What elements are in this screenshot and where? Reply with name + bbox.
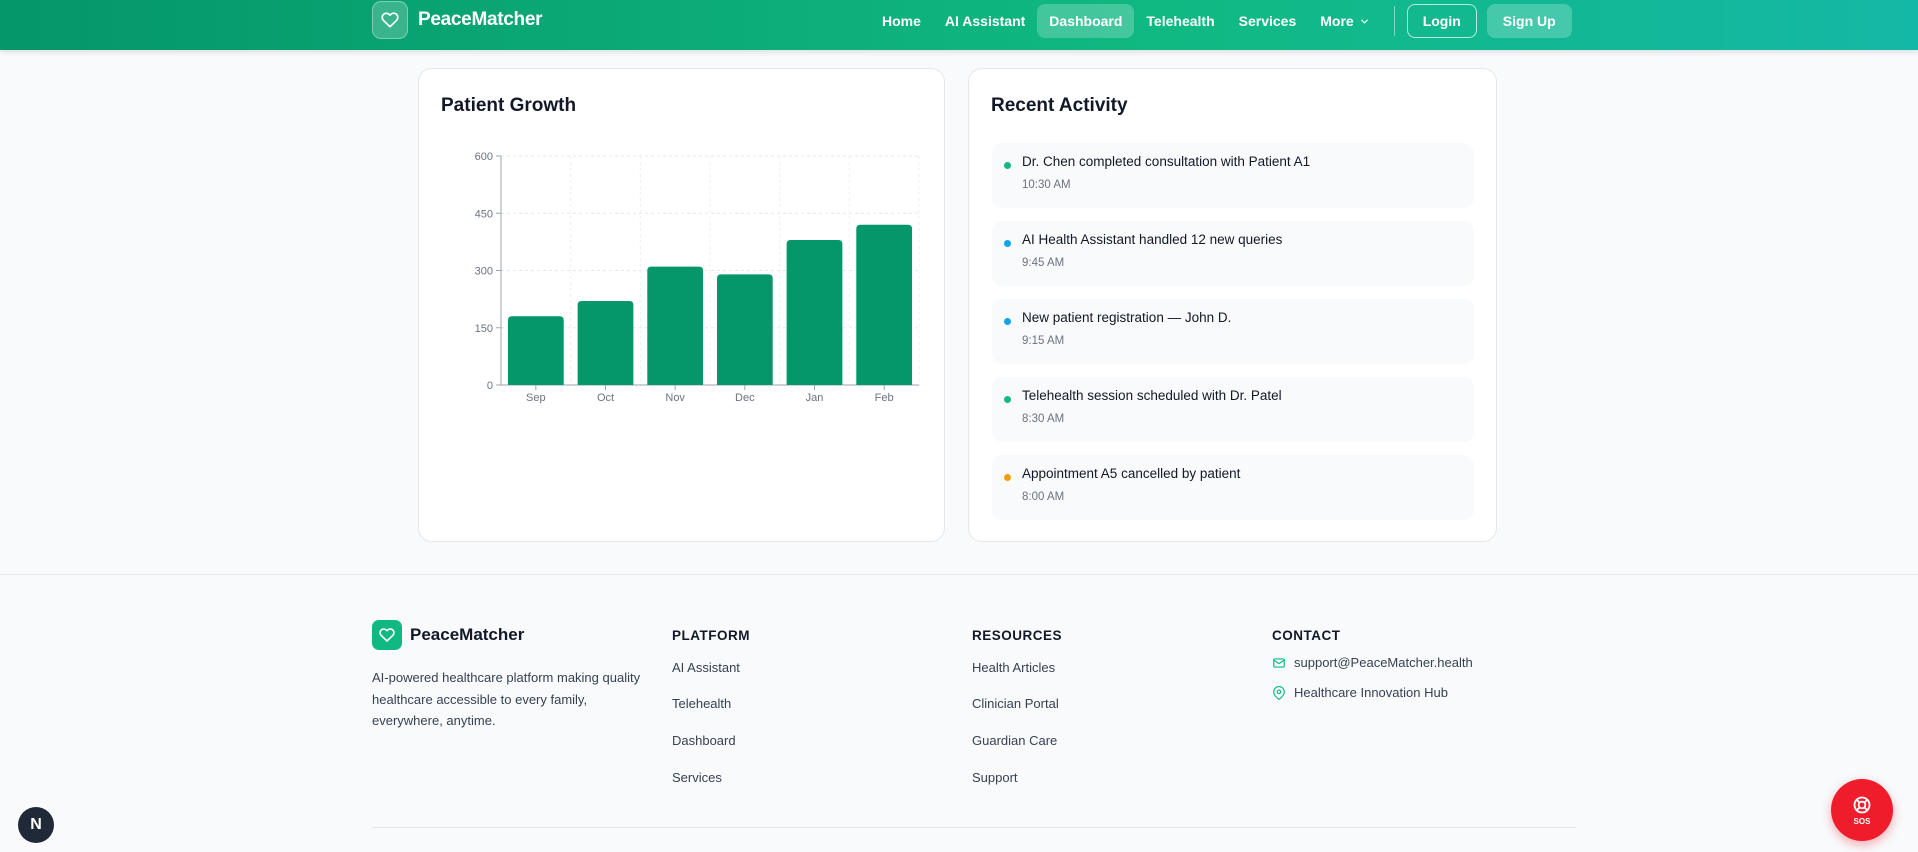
nav-dashboard[interactable]: Dashboard xyxy=(1037,4,1135,38)
footer-contact-column: CONTACT support@PeaceMatcher.health Heal… xyxy=(1272,620,1473,700)
nav-links: Home AI Assistant Dashboard Telehealth S… xyxy=(870,4,1572,38)
heart-icon xyxy=(372,620,402,650)
patient-growth-title: Patient Growth xyxy=(441,95,577,116)
bar-sep xyxy=(507,316,564,385)
footer-divider xyxy=(372,827,1576,828)
activity-time: 9:15 AM xyxy=(1022,335,1065,347)
site-footer: PeaceMatcher AI-powered healthcare platf… xyxy=(0,574,1918,852)
footer-platform-heading: PLATFORM xyxy=(672,628,750,643)
activity-time: 9:45 AM xyxy=(1022,257,1065,269)
x-tick-label: Sep xyxy=(526,392,546,404)
activity-text: Dr. Chen completed consultation with Pat… xyxy=(1022,154,1311,169)
footer-resources-column: RESOURCES Health Articles Clinician Port… xyxy=(972,620,1063,785)
heart-icon xyxy=(372,1,408,39)
footer-link-services[interactable]: Services xyxy=(672,770,722,785)
activity-item[interactable]: Dr. Chen completed consultation with Pat… xyxy=(992,143,1474,208)
brand-home-link[interactable]: PeaceMatcher xyxy=(372,1,543,39)
footer-link-support[interactable]: Support xyxy=(972,770,1018,785)
activity-list: Dr. Chen completed consultation with Pat… xyxy=(992,143,1474,533)
footer-link-health-articles[interactable]: Health Articles xyxy=(972,660,1056,675)
activity-time: 10:30 AM xyxy=(1022,179,1071,191)
activity-item[interactable]: AI Health Assistant handled 12 new queri… xyxy=(992,221,1474,286)
lifebuoy-icon xyxy=(1853,796,1871,813)
login-button[interactable]: Login xyxy=(1406,4,1477,38)
footer-link-guardian-care[interactable]: Guardian Care xyxy=(972,733,1058,748)
nav-divider xyxy=(1393,6,1395,36)
recent-activity-title: Recent Activity xyxy=(991,95,1128,116)
dev-tools-badge[interactable]: N xyxy=(18,807,54,843)
x-tick-label: Feb xyxy=(875,392,894,404)
activity-text: Telehealth session scheduled with Dr. Pa… xyxy=(1022,388,1282,403)
sos-button[interactable]: SOS xyxy=(1831,779,1893,841)
map-pin-icon xyxy=(1273,685,1285,700)
mail-icon xyxy=(1273,657,1285,668)
signup-button[interactable]: Sign Up xyxy=(1486,4,1572,38)
contact-location: Healthcare Innovation Hub xyxy=(1272,685,1448,700)
status-dot xyxy=(1004,318,1011,325)
status-dot xyxy=(1004,162,1011,169)
contact-email-text: support@PeaceMatcher.health xyxy=(1294,655,1473,670)
footer-brand[interactable]: PeaceMatcher xyxy=(372,620,524,650)
bar-feb xyxy=(856,224,913,385)
status-dot xyxy=(1004,474,1011,481)
activity-time: 8:00 AM xyxy=(1022,491,1065,503)
footer-resources-heading: RESOURCES xyxy=(972,628,1063,643)
footer-link-ai-assistant[interactable]: AI Assistant xyxy=(672,660,740,675)
recent-activity-card: Recent Activity Dr. Chen completed consu… xyxy=(968,68,1497,542)
y-tick-label: 0 xyxy=(487,380,493,392)
nav-services[interactable]: Services xyxy=(1238,13,1297,29)
nav-more-dropdown[interactable]: More xyxy=(1308,4,1381,38)
x-tick-label: Dec xyxy=(735,392,755,404)
activity-item[interactable]: New patient registration — John D. 9:15 … xyxy=(992,299,1474,364)
nav-ai-assistant[interactable]: AI Assistant xyxy=(944,13,1026,29)
nav-more-label: More xyxy=(1320,13,1354,29)
activity-text: AI Health Assistant handled 12 new queri… xyxy=(1022,232,1283,247)
y-tick-label: 300 xyxy=(475,266,493,278)
nav-telehealth[interactable]: Telehealth xyxy=(1146,13,1215,29)
chevron-down-icon xyxy=(1360,19,1368,23)
footer-link-clinician-portal[interactable]: Clinician Portal xyxy=(972,696,1059,711)
bar-nov xyxy=(647,266,704,385)
bar-oct xyxy=(577,301,634,385)
status-dot xyxy=(1004,396,1011,403)
contact-location-text: Healthcare Innovation Hub xyxy=(1294,685,1448,700)
x-tick-label: Nov xyxy=(665,392,685,404)
x-tick-label: Jan xyxy=(806,392,824,404)
y-tick-label: 150 xyxy=(475,323,493,335)
activity-text: New patient registration — John D. xyxy=(1022,310,1232,325)
contact-email[interactable]: support@PeaceMatcher.health xyxy=(1272,655,1473,670)
y-tick-label: 450 xyxy=(475,208,493,220)
activity-item[interactable]: Telehealth session scheduled with Dr. Pa… xyxy=(992,377,1474,442)
bar-jan xyxy=(786,239,843,385)
activity-item[interactable]: Appointment A5 cancelled by patient 8:00… xyxy=(992,455,1474,520)
activity-time: 8:30 AM xyxy=(1022,413,1065,425)
status-dot xyxy=(1004,240,1011,247)
bar-dec xyxy=(716,274,773,385)
patient-growth-chart: 0 150 300 450 600 Sep Oct Nov Dec Jan Feb xyxy=(475,151,920,404)
footer-platform-column: PLATFORM AI Assistant Telehealth Dashboa… xyxy=(672,620,750,785)
footer-link-telehealth[interactable]: Telehealth xyxy=(672,696,732,711)
patient-growth-card: Patient Growth 0 150 300 450 600 Sep Oct Nov Dec… xyxy=(418,68,945,542)
activity-text: Appointment A5 cancelled by patient xyxy=(1022,466,1241,481)
sos-label: SOS xyxy=(1853,816,1871,826)
brand-name: PeaceMatcher xyxy=(418,9,543,30)
y-tick-label: 600 xyxy=(475,151,493,163)
footer-description: AI-powered healthcare platform making qu… xyxy=(372,670,641,728)
footer-contact-heading: CONTACT xyxy=(1272,628,1341,643)
x-tick-label: Oct xyxy=(597,392,614,404)
footer-brand-name: PeaceMatcher xyxy=(410,625,525,644)
footer-link-dashboard[interactable]: Dashboard xyxy=(672,733,736,748)
nav-home[interactable]: Home xyxy=(882,13,921,29)
top-navbar: PeaceMatcher Home AI Assistant Dashboard… xyxy=(0,0,1918,50)
